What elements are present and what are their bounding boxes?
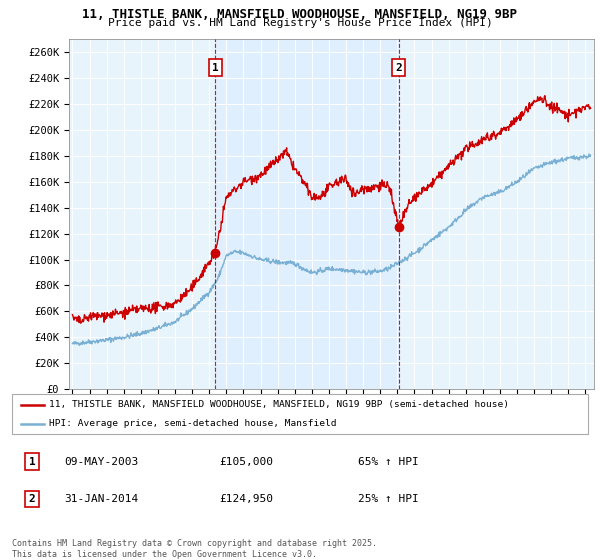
Text: 1: 1 (29, 456, 35, 466)
Text: 25% ↑ HPI: 25% ↑ HPI (358, 494, 418, 504)
Text: Price paid vs. HM Land Registry's House Price Index (HPI): Price paid vs. HM Land Registry's House … (107, 18, 493, 29)
Text: 09-MAY-2003: 09-MAY-2003 (64, 456, 138, 466)
Text: 2: 2 (395, 63, 402, 73)
Text: 65% ↑ HPI: 65% ↑ HPI (358, 456, 418, 466)
Text: 1: 1 (212, 63, 218, 73)
FancyBboxPatch shape (12, 394, 588, 434)
Text: 11, THISTLE BANK, MANSFIELD WOODHOUSE, MANSFIELD, NG19 9BP: 11, THISTLE BANK, MANSFIELD WOODHOUSE, M… (83, 8, 517, 21)
Text: £105,000: £105,000 (220, 456, 274, 466)
Text: £124,950: £124,950 (220, 494, 274, 504)
Bar (215, 39, 399, 389)
Text: HPI: Average price, semi-detached house, Mansfield: HPI: Average price, semi-detached house,… (49, 419, 337, 428)
Text: 11, THISTLE BANK, MANSFIELD WOODHOUSE, MANSFIELD, NG19 9BP (semi-detached house): 11, THISTLE BANK, MANSFIELD WOODHOUSE, M… (49, 400, 509, 409)
Text: 31-JAN-2014: 31-JAN-2014 (64, 494, 138, 504)
Text: 2: 2 (29, 494, 35, 504)
Text: Contains HM Land Registry data © Crown copyright and database right 2025.
This d: Contains HM Land Registry data © Crown c… (12, 539, 377, 559)
